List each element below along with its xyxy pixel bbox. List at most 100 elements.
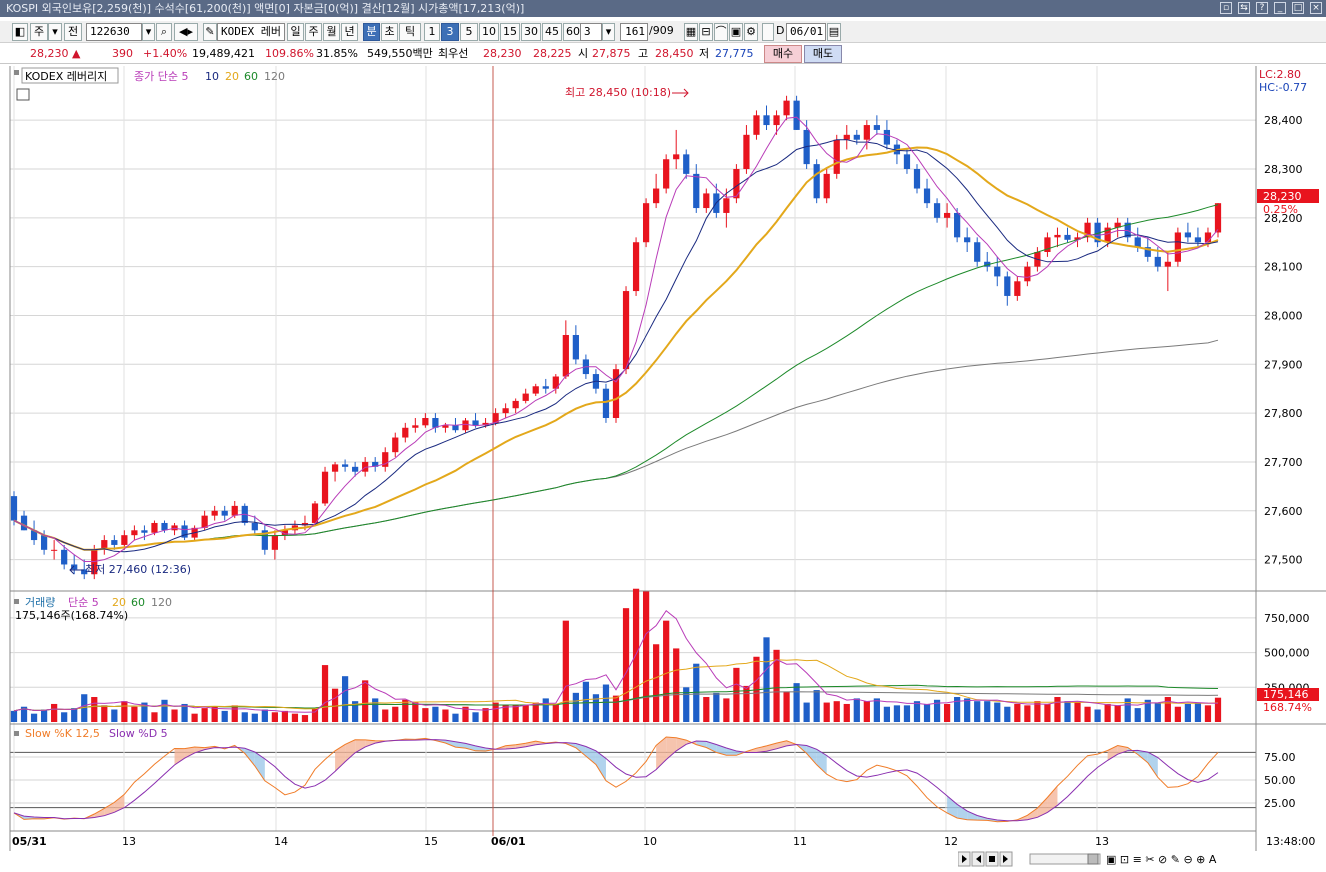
price-tick-label: 27,900 — [1264, 358, 1303, 371]
interval-45[interactable]: 45 — [542, 23, 562, 41]
stoch-fill — [465, 743, 476, 751]
date-input[interactable]: 06/01 — [786, 23, 826, 41]
candle-body — [642, 203, 650, 243]
code-dropdown-icon[interactable]: ▾ — [142, 23, 155, 41]
volume-marker-icon — [14, 599, 19, 604]
interval-15[interactable]: 15 — [500, 23, 520, 41]
volume-bar — [111, 709, 118, 722]
volume-bar — [723, 698, 730, 722]
stoch-fill — [1147, 752, 1158, 778]
candle-body — [442, 425, 449, 428]
dropdown-arrow-icon[interactable]: ▾ — [48, 23, 62, 41]
tab-second[interactable]: 초 — [381, 23, 398, 41]
volume-bar — [482, 708, 489, 722]
x-tick-label: 11 — [793, 835, 807, 848]
save-icon[interactable]: ▣ — [729, 23, 743, 41]
volume-bar — [311, 708, 319, 722]
volume-bar — [20, 706, 28, 722]
volume-ma120-label: 120 — [151, 596, 172, 609]
ma120-label: 120 — [264, 70, 285, 83]
edit-icon[interactable]: ✎ — [203, 23, 217, 41]
price-panel-name: KODEX 레버리지 — [25, 70, 107, 83]
interval-1[interactable]: 1 — [424, 23, 440, 41]
candle-body — [91, 549, 98, 575]
maximize-icon[interactable]: □ — [1292, 2, 1304, 14]
search-icon[interactable]: ⌕ — [156, 23, 172, 41]
candle-body — [1204, 232, 1212, 243]
candle-body — [1024, 266, 1031, 282]
volume-bar — [241, 712, 248, 722]
scrollbar-track[interactable] — [1029, 853, 1101, 865]
tab-week[interactable]: 주 — [305, 23, 322, 41]
candle-body — [40, 535, 48, 550]
ma10-label: 10 — [205, 70, 219, 83]
stoch-fill — [726, 747, 737, 756]
prev-button[interactable]: 전 — [64, 23, 82, 41]
calendar-icon[interactable]: ▤ — [827, 23, 841, 41]
interval-10[interactable]: 10 — [479, 23, 499, 41]
volume-bar — [392, 706, 399, 722]
candle-body — [783, 100, 790, 116]
candle-body — [843, 134, 850, 140]
volume-last-pct: 168.74% — [1263, 701, 1312, 714]
restore-icon[interactable]: ▫ — [1220, 2, 1232, 14]
stoch-d-line — [13, 739, 1219, 822]
tab-tick[interactable]: 틱 — [399, 23, 421, 41]
help-icon[interactable]: ? — [1256, 2, 1268, 14]
date-checkbox[interactable] — [762, 23, 774, 41]
max-price-marker: 최고 28,450 (10:18) — [565, 86, 671, 99]
link-icon[interactable]: ⇆ — [1238, 2, 1250, 14]
candle-body — [1134, 237, 1141, 248]
buy-button[interactable]: 매수 — [764, 45, 802, 63]
interval-3[interactable]: 3 — [441, 23, 459, 41]
candle-body — [101, 540, 108, 550]
stoch-fill — [114, 794, 125, 813]
candle-body — [341, 464, 349, 467]
minimize-icon[interactable]: _ — [1274, 2, 1286, 14]
x-tick-label: 06/01 — [491, 835, 526, 848]
interval-dropdown-icon[interactable]: ▾ — [602, 23, 615, 41]
candle-body — [622, 291, 630, 370]
chart-canvas[interactable]: KODEX 레버리지 종가 단순 5 10 20 60 120 LC:2.80 … — [0, 66, 1326, 872]
table-toggle-icon[interactable] — [16, 88, 30, 101]
volume-bar — [1104, 703, 1111, 722]
volume-bar — [251, 713, 258, 722]
trend-icon[interactable]: ⌒ — [714, 23, 728, 41]
speaker-icon[interactable]: ◀▸ — [174, 23, 198, 41]
candle-body — [1044, 237, 1051, 252]
code-input[interactable]: 122630 — [86, 23, 142, 41]
candle-body — [954, 212, 961, 238]
interval-30[interactable]: 30 — [521, 23, 541, 41]
volume-bar — [10, 710, 18, 722]
toolbar-icons-right[interactable]: ▣ ⊡ ≡ ✂ ⊘ ✎ ⊖ ⊕ A — [1106, 853, 1217, 866]
volume-bar — [773, 649, 780, 722]
priority-label: 최우선 — [438, 47, 469, 60]
volume-bar — [502, 705, 509, 722]
stoch-fill — [1137, 750, 1148, 763]
candle-body — [1014, 281, 1021, 296]
volume-bar — [1094, 709, 1101, 722]
candle-body — [522, 393, 529, 401]
interval-input[interactable]: 3 — [580, 23, 602, 41]
scrollbar-thumb[interactable] — [1087, 853, 1099, 865]
volume-bar — [823, 702, 830, 722]
tab-day[interactable]: 일 — [287, 23, 304, 41]
volume-bar — [40, 709, 48, 722]
settings-icon[interactable]: ⚙ — [744, 23, 758, 41]
sell-button[interactable]: 매도 — [804, 45, 842, 63]
period-week-button[interactable]: 주 — [30, 23, 48, 41]
zoom-icon[interactable]: ⊟ — [699, 23, 713, 41]
candle-body — [913, 169, 921, 189]
layout-icon[interactable]: ◧ — [12, 23, 28, 41]
candle-body — [331, 464, 339, 472]
grid-icon[interactable]: ▦ — [684, 23, 698, 41]
tab-month[interactable]: 월 — [323, 23, 340, 41]
close-icon[interactable]: × — [1310, 2, 1322, 14]
tab-year[interactable]: 년 — [341, 23, 358, 41]
interval-5[interactable]: 5 — [460, 23, 478, 41]
volume-bar — [372, 698, 379, 722]
count-input[interactable]: 161 — [620, 23, 648, 41]
tab-minute[interactable]: 분 — [363, 23, 380, 41]
ma10-line — [13, 139, 1219, 553]
